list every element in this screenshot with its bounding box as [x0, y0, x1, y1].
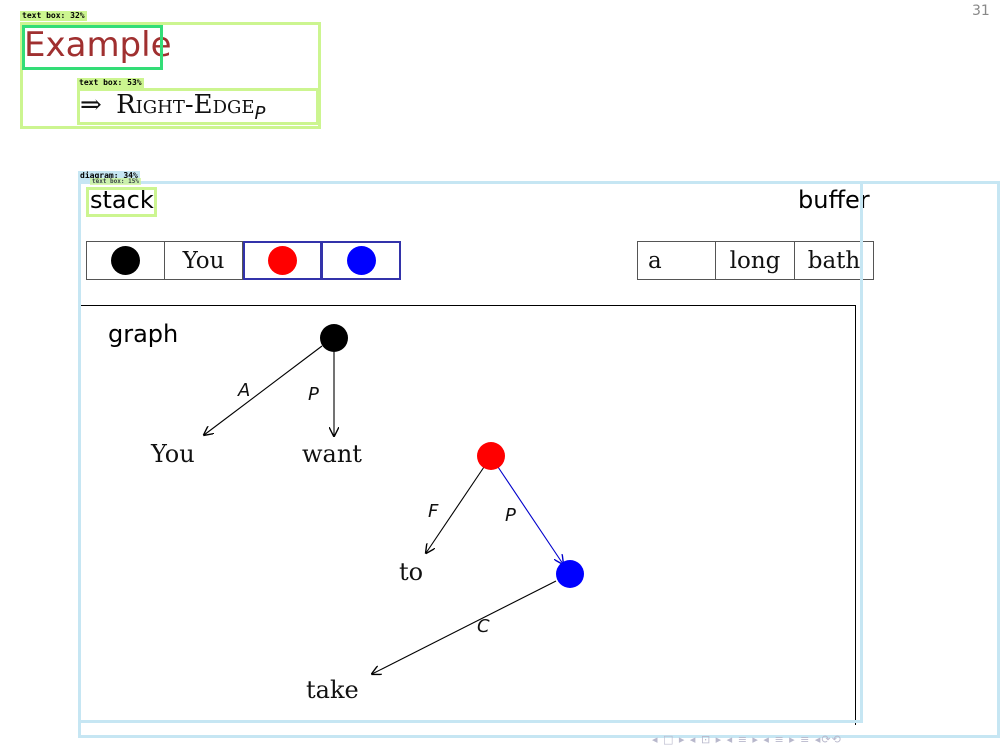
graph-word-to: to [399, 558, 424, 586]
edge-blue-take [372, 580, 557, 674]
graph-label: graph [108, 320, 179, 348]
detection-label-text-1: text box: 32% [20, 11, 87, 21]
graph-word-you: You [151, 440, 195, 468]
stack-cell-blue [321, 241, 401, 280]
edge-red-to [426, 466, 485, 553]
stack-label: stack [90, 186, 154, 214]
example-title: Example [24, 25, 172, 65]
rule-line: ⇒ Right-EdgeP [80, 88, 265, 131]
buffer-label: buffer [798, 186, 870, 214]
graph-red-node [477, 442, 505, 470]
buffer-word: long [729, 247, 781, 274]
detection-label-text-3: text box: 15% [90, 178, 141, 185]
edge-label-p1: P [308, 384, 319, 405]
beamer-navigation[interactable]: ◂ □ ▸ ◂ ⊡ ▸ ◂ ≡ ▸ ◂ ≡ ▸ ≡ ◂⟳⟲ [652, 733, 842, 746]
graph-frame [80, 305, 856, 725]
buffer-cell: bath [794, 241, 874, 280]
detection-label-text-2: text box: 53% [77, 78, 144, 88]
buffer-word: bath [807, 247, 861, 274]
edge-label-p2: P [505, 505, 516, 526]
buffer-word: a [648, 247, 662, 274]
detection-label-diagram: diagram: 34% [78, 171, 140, 181]
graph-word-take: take [306, 676, 359, 704]
detection-box-text-2 [77, 88, 319, 125]
edge-label-c: C [477, 616, 490, 637]
edge-label-a: A [238, 380, 251, 401]
edge-red-blue [497, 466, 563, 564]
detection-box-diagram-outer [78, 181, 1000, 738]
detection-box-text-1 [20, 22, 321, 129]
graph-blue-node [556, 560, 584, 588]
detection-box-text-3 [86, 187, 157, 217]
stack-word: You [182, 247, 225, 274]
page-number: 31 [972, 3, 990, 19]
stack-red-node-icon [268, 246, 297, 275]
implies-arrow: ⇒ [80, 90, 102, 120]
rule-subscript: P [254, 103, 266, 125]
graph-word-want: want [302, 440, 362, 468]
detection-box-title [22, 25, 163, 70]
graph-root-node [320, 324, 348, 352]
edge-root-you [204, 345, 323, 435]
stack-blue-node-icon [346, 246, 376, 275]
stack-root-node-icon [111, 246, 140, 275]
edge-label-f: F [428, 501, 439, 522]
rule-name: Right-Edge [116, 90, 255, 120]
stack-cell-word: You [164, 241, 243, 280]
